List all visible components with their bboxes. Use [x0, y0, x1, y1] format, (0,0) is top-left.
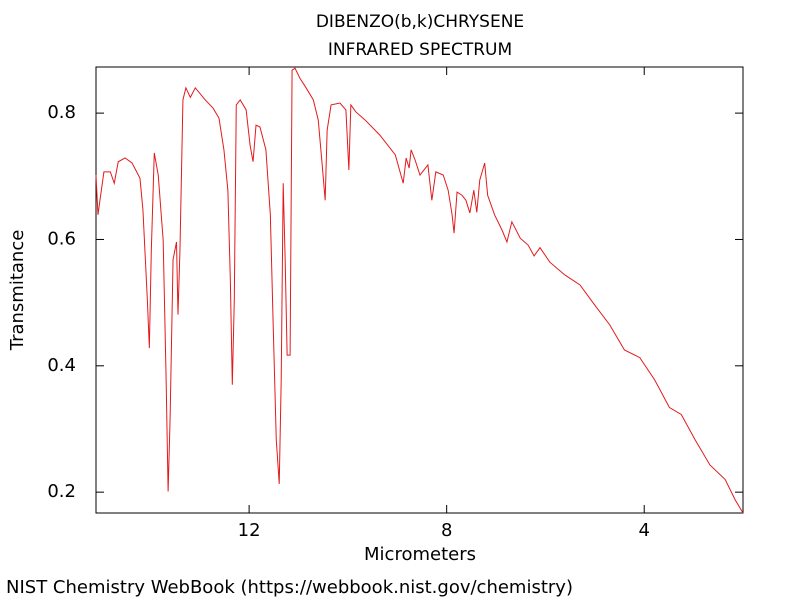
x-axis-label: Micrometers — [364, 544, 476, 565]
chart-subtitle: INFRARED SPECTRUM — [328, 40, 512, 60]
x-tick-label: 4 — [638, 520, 649, 541]
spectrum-line — [95, 67, 744, 514]
chart-title: DIBENZO(b,k)CHRYSENE — [316, 12, 524, 32]
y-axis-label: Transmitance — [7, 230, 28, 352]
y-tick-label: 0.8 — [47, 102, 76, 123]
x-tick-label: 12 — [238, 520, 261, 541]
footer: NIST Chemistry WebBook (https://webbook.… — [6, 577, 573, 598]
y-tick-label: 0.2 — [47, 481, 76, 502]
x-tick-label: 8 — [441, 520, 452, 541]
y-tick-label: 0.4 — [47, 355, 76, 376]
y-tick-label: 0.6 — [47, 228, 76, 249]
plot-frame — [95, 66, 744, 514]
